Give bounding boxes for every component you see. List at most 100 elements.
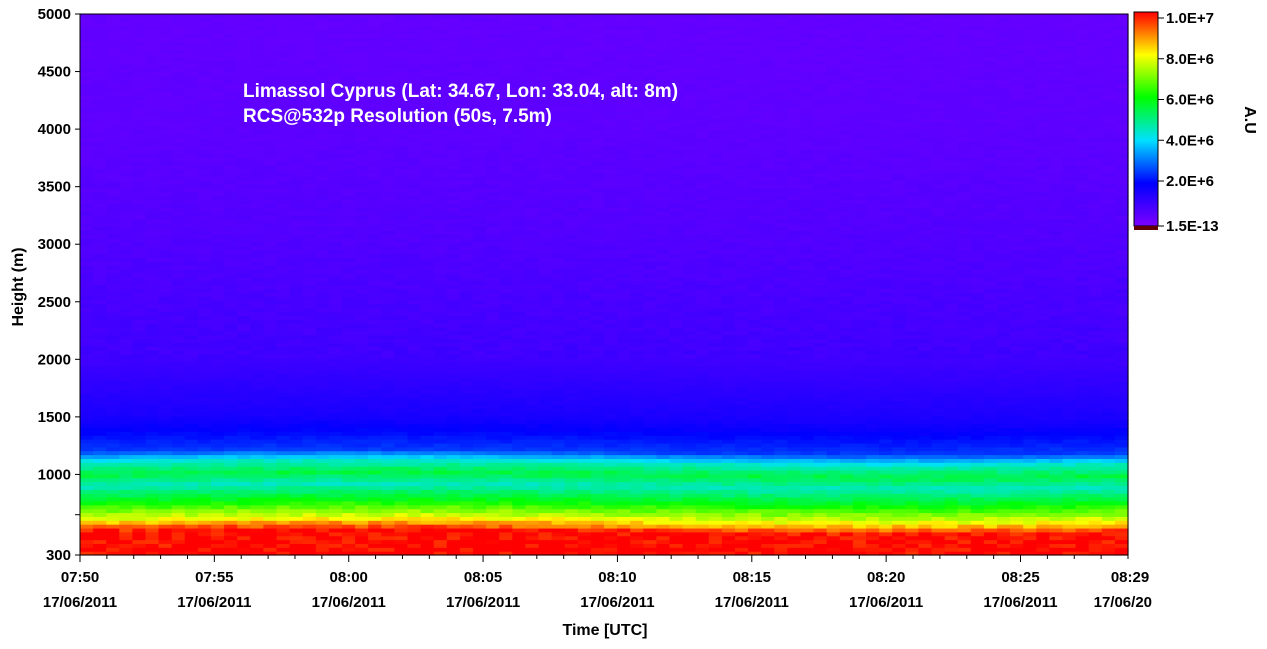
- heatmap-cell: [394, 296, 409, 301]
- heatmap-cell: [342, 404, 356, 409]
- heatmap-cell: [224, 145, 238, 150]
- heatmap-cell: [145, 25, 160, 31]
- heatmap-cell: [538, 269, 553, 274]
- heatmap-cell: [355, 520, 369, 525]
- heatmap-cell: [224, 346, 238, 351]
- heatmap-cell: [394, 218, 409, 224]
- heatmap-cell: [93, 91, 107, 96]
- heatmap-cell: [106, 493, 120, 498]
- heatmap-cell: [197, 164, 212, 170]
- heatmap-cell: [342, 500, 356, 506]
- heatmap-cell: [263, 91, 278, 96]
- heatmap-cell: [197, 245, 212, 251]
- heatmap-cell: [145, 520, 160, 525]
- heatmap-cell: [512, 303, 526, 309]
- heatmap-cell: [486, 381, 500, 386]
- heatmap-cell: [302, 37, 317, 42]
- heatmap-cell: [289, 245, 304, 251]
- heatmap-cell: [525, 338, 540, 344]
- heatmap-cell: [473, 56, 487, 61]
- heatmap-cell: [459, 551, 474, 556]
- heatmap-cell: [289, 442, 304, 448]
- heatmap-cell: [80, 323, 94, 328]
- heatmap-cell: [171, 211, 186, 216]
- heatmap-cell: [171, 381, 186, 386]
- heatmap-cell: [197, 319, 212, 324]
- heatmap-cell: [315, 241, 330, 247]
- heatmap-cell: [276, 129, 291, 135]
- heatmap-cell: [420, 29, 435, 34]
- heatmap-cell: [328, 299, 343, 305]
- heatmap-cell: [538, 238, 553, 243]
- heatmap-cell: [132, 41, 147, 46]
- heatmap-cell: [132, 33, 147, 38]
- heatmap-cell: [315, 454, 330, 459]
- heatmap-cell: [276, 280, 291, 286]
- heatmap-cell: [158, 450, 173, 456]
- heatmap-cell: [237, 338, 251, 344]
- heatmap-cell: [93, 466, 107, 471]
- heatmap-cell: [158, 446, 173, 452]
- heatmap-cell: [512, 299, 526, 305]
- heatmap-cell: [119, 68, 133, 73]
- heatmap-cell: [158, 485, 173, 490]
- heatmap-cell: [538, 184, 553, 189]
- heatmap-cell: [171, 520, 186, 525]
- heatmap-cell: [263, 423, 278, 429]
- heatmap-cell: [197, 404, 212, 409]
- heatmap-cell: [302, 176, 317, 181]
- heatmap-cell: [184, 180, 199, 185]
- heatmap-cell: [106, 265, 120, 270]
- heatmap-cell: [119, 191, 133, 197]
- heatmap-cell: [538, 516, 553, 521]
- heatmap-cell: [420, 95, 435, 100]
- heatmap-cell: [459, 450, 474, 456]
- heatmap-cell: [433, 14, 448, 19]
- heatmap-cell: [276, 493, 291, 498]
- heatmap-cell: [197, 261, 212, 266]
- heatmap-cell: [473, 68, 487, 73]
- heatmap-cell: [499, 361, 513, 367]
- heatmap-cell: [433, 75, 448, 81]
- heatmap-cell: [302, 442, 317, 448]
- heatmap-cell: [420, 357, 435, 363]
- heatmap-cell: [184, 226, 199, 231]
- heatmap-cell: [328, 83, 343, 89]
- heatmap-cell: [106, 176, 120, 181]
- heatmap-cell: [342, 458, 356, 463]
- heatmap-cell: [250, 361, 264, 367]
- heatmap-cell: [420, 292, 435, 297]
- heatmap-cell: [171, 481, 186, 487]
- heatmap-cell: [355, 415, 369, 421]
- heatmap-cell: [237, 180, 251, 185]
- heatmap-cell: [171, 415, 186, 421]
- heatmap-cell: [486, 33, 500, 38]
- heatmap-cell: [237, 296, 251, 301]
- heatmap-cell: [289, 454, 304, 459]
- heatmap-cell: [355, 230, 369, 235]
- heatmap-cell: [355, 292, 369, 297]
- heatmap-cell: [145, 489, 160, 494]
- heatmap-cell: [119, 354, 133, 359]
- heatmap-cell: [368, 99, 382, 104]
- heatmap-cell: [158, 481, 173, 487]
- heatmap-cell: [433, 377, 448, 382]
- heatmap-cell: [525, 473, 540, 479]
- heatmap-cell: [381, 168, 395, 174]
- heatmap-cell: [93, 176, 107, 181]
- heatmap-cell: [224, 373, 238, 378]
- heatmap-cell: [407, 392, 422, 398]
- heatmap-cell: [302, 477, 317, 483]
- heatmap-cell: [381, 423, 395, 429]
- heatmap-cell: [276, 303, 291, 309]
- heatmap-cell: [355, 195, 369, 201]
- heatmap-cell: [106, 211, 120, 216]
- heatmap-cell: [525, 466, 540, 471]
- heatmap-cell: [184, 91, 199, 96]
- heatmap-cell: [158, 292, 173, 297]
- heatmap-cell: [512, 342, 526, 347]
- heatmap-cell: [512, 95, 526, 100]
- heatmap-cell: [381, 276, 395, 282]
- heatmap-cell: [525, 25, 540, 31]
- heatmap-cell: [289, 133, 304, 139]
